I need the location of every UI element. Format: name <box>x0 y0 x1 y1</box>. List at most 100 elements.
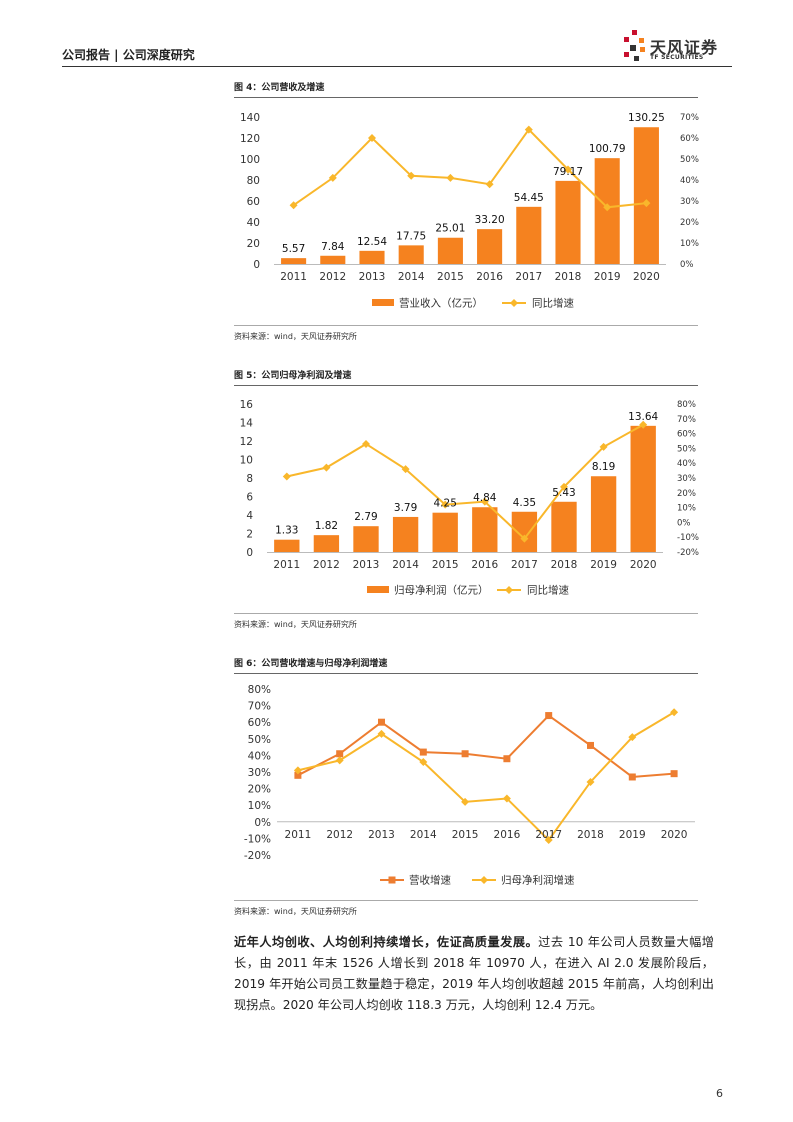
growth-point-2012 <box>322 463 331 472</box>
series-1-point-2015 <box>461 797 470 806</box>
x-tick-label: 2018 <box>555 271 582 283</box>
legend-line-label: 同比增速 <box>532 297 574 310</box>
series-line-1 <box>297 711 675 842</box>
x-tick-label: 2017 <box>535 829 562 841</box>
y-tick-label: 12 <box>240 436 253 448</box>
bar-value-label: 4.35 <box>513 497 536 509</box>
series-0-point-2015 <box>461 750 469 758</box>
y-right-tick-label: 30% <box>677 474 696 484</box>
bar-2014 <box>392 516 419 552</box>
x-tick-label: 2015 <box>432 559 459 571</box>
legend-line-label: 同比增速 <box>527 584 569 597</box>
growth-point-2012 <box>328 173 337 182</box>
y-tick-label: 40 <box>247 217 260 229</box>
x-tick-label: 2011 <box>285 829 312 841</box>
y-tick-label: 10% <box>248 800 271 812</box>
bar-2017 <box>516 206 542 264</box>
x-tick-label: 2016 <box>494 829 521 841</box>
figure-6-source: 资料来源：wind，天风证券研究所 <box>234 907 357 916</box>
x-tick-label: 2014 <box>410 829 437 841</box>
growth-line <box>293 128 647 209</box>
x-tick-label: 2016 <box>476 271 503 283</box>
growth-point-2011 <box>282 472 291 481</box>
figure-4-source: 资料来源：wind，天风证券研究所 <box>234 332 357 341</box>
y-tick-label: 60% <box>248 717 271 729</box>
series-1-point-2019 <box>628 733 637 742</box>
y-tick-label: 8 <box>246 473 253 485</box>
legend-label-0: 营收增速 <box>409 874 451 887</box>
bar-value-label: 12.54 <box>357 236 387 248</box>
bar-2018 <box>551 501 577 552</box>
legend-line-marker <box>510 299 518 307</box>
x-tick-label: 2013 <box>359 271 386 283</box>
y-tick-label: 20 <box>247 238 260 250</box>
series-0-point-2017 <box>545 712 553 720</box>
bar-value-label: 5.57 <box>282 243 305 255</box>
bar-2011 <box>274 539 300 552</box>
series-1-point-2016 <box>502 794 511 803</box>
bar-2020 <box>630 425 656 552</box>
series-1-point-2017 <box>544 836 553 845</box>
logo-en-text: TF SECURITIES <box>650 54 704 61</box>
growth-point-2014 <box>407 171 416 180</box>
x-tick-label: 2019 <box>590 559 617 571</box>
y-tick-label: 2 <box>246 529 253 541</box>
x-tick-label: 2018 <box>551 559 578 571</box>
logo-mark-icon <box>624 30 645 61</box>
x-tick-label: 2017 <box>511 559 538 571</box>
growth-point-2014 <box>401 465 410 474</box>
y-right-tick-label: 70% <box>680 113 699 123</box>
y-tick-label: 6 <box>246 492 253 504</box>
y-right-tick-label: 20% <box>680 218 699 228</box>
y-tick-label: 10 <box>240 455 253 467</box>
growth-point-2017 <box>520 534 529 543</box>
body-paragraph: 近年人均创收、人均创利持续增长，佐证高质量发展。过去 10 年公司人员数量大幅增… <box>234 932 714 1016</box>
bar-value-label: 33.20 <box>475 214 505 226</box>
bar-value-label: 100.79 <box>589 143 626 155</box>
y-tick-label: 4 <box>246 510 253 522</box>
legend-marker-1 <box>480 876 488 884</box>
y-right-tick-label: 80% <box>677 400 696 410</box>
figure-5-top-rule <box>234 385 698 386</box>
y-right-tick-label: 0% <box>677 518 691 528</box>
bar-value-label: 130.25 <box>628 112 665 124</box>
bar-value-label: 5.43 <box>552 487 575 499</box>
report-type: 公司报告 | 公司深度研究 <box>62 48 195 62</box>
figure-5-title: 图 5：公司归母净利润及增速 <box>234 371 352 381</box>
y-tick-label: 30% <box>248 767 271 779</box>
bar-value-label: 25.01 <box>435 223 465 235</box>
y-right-tick-label: -10% <box>677 533 699 543</box>
figure-6-bottom-rule <box>234 900 698 901</box>
bar-value-label: 7.84 <box>321 241 345 253</box>
y-tick-label: 0 <box>253 259 260 271</box>
series-1-point-2018 <box>586 777 595 786</box>
figure-4-bottom-rule <box>234 325 698 326</box>
series-1-point-2013 <box>377 729 386 738</box>
y-right-tick-label: 40% <box>680 176 699 186</box>
legend-bar-label: 归母净利润（亿元） <box>394 584 489 597</box>
header-divider <box>62 66 732 67</box>
growth-point-2020 <box>639 420 648 429</box>
growth-point-2018 <box>564 165 572 174</box>
series-1-point-2020 <box>670 708 679 717</box>
bar-2020 <box>633 127 659 264</box>
growth-point-2015 <box>446 173 455 182</box>
growth-point-2018 <box>560 482 568 491</box>
bar-value-label: 3.79 <box>394 502 417 514</box>
legend-bar-swatch <box>367 586 389 593</box>
figure-6-chart: -20% -10% 0% 10% 20% 30% 40% 50% 60% 70% 80% 2011 20… <box>244 684 695 887</box>
x-tick-label: 2020 <box>630 559 657 571</box>
series-0-point-2020 <box>670 770 678 778</box>
y-right-tick-label: 10% <box>677 504 696 514</box>
bar-value-label: 13.64 <box>628 411 658 423</box>
bar-2019 <box>590 476 617 552</box>
y-tick-label: 16 <box>240 399 254 411</box>
growth-point-2019 <box>599 442 608 451</box>
x-tick-label: 2015 <box>452 829 479 841</box>
figure-6-top-rule <box>234 673 698 674</box>
y-right-tick-label: 40% <box>677 459 696 469</box>
bar-2011 <box>281 258 307 264</box>
bar-2013 <box>359 250 385 264</box>
x-tick-label: 2011 <box>280 271 307 283</box>
y-tick-label: 70% <box>248 701 271 713</box>
